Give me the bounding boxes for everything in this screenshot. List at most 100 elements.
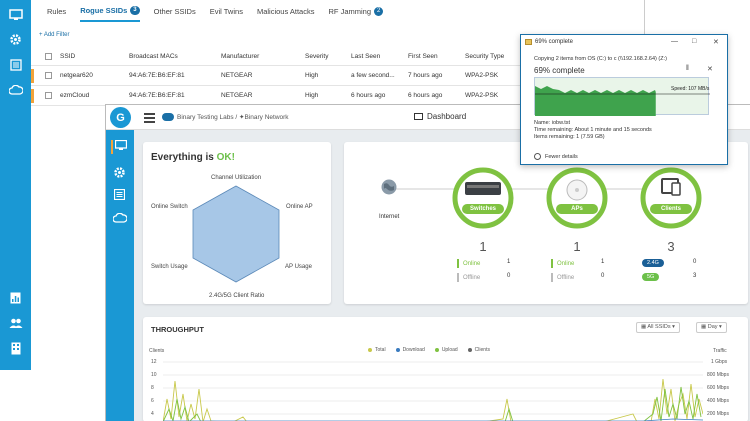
column-header[interactable]: Broadcast MACs [129, 53, 178, 60]
left-tick: 8 [151, 385, 154, 391]
minimize-button[interactable]: — [671, 38, 678, 45]
list-icon[interactable] [8, 57, 23, 72]
list-icon[interactable] [113, 188, 126, 202]
last-seen-cell: 6 hours ago [351, 92, 386, 99]
right-axis-title: Traffic [713, 348, 727, 354]
topology-card: Internet Switches APs Clients 1 1 3 Onli… [344, 142, 748, 304]
security-cell: WPA2-PSK [465, 72, 499, 79]
cloud-icon[interactable] [8, 82, 23, 97]
pause-button[interactable]: ‖ [686, 65, 689, 72]
breadcrumb[interactable]: Binary Testing Labs / ✦Binary Network [177, 114, 289, 121]
switches-label[interactable]: Switches [469, 206, 496, 212]
site-icon [162, 113, 174, 121]
aps-label[interactable]: APs [571, 206, 583, 212]
building-icon[interactable] [8, 341, 23, 356]
throughput-title: THROUGHPUT [151, 325, 204, 334]
count-badge: 3 [130, 5, 140, 15]
radar-axis-label: Online AP [286, 204, 313, 210]
aps-offline: Offline [551, 273, 574, 282]
tab-rf-jamming[interactable]: RF Jamming 2 [328, 0, 384, 22]
tab-rules[interactable]: Rules [47, 6, 67, 16]
network-status-card: Everything is OK! Channel Utilization On… [143, 142, 331, 304]
column-header[interactable]: Last Seen [351, 53, 381, 60]
monitor-icon[interactable] [8, 7, 23, 22]
total-series-line [163, 378, 703, 421]
row-checkbox[interactable] [45, 92, 52, 99]
column-header[interactable]: Security Type [465, 53, 505, 60]
table-header: SSID Broadcast MACs Manufacturer Severit… [31, 48, 521, 66]
switches-offline: Offline [457, 273, 480, 282]
dashboard-window: G Binary Testing Labs / ✦Binary Network … [105, 104, 750, 421]
rogue-ssid-table: SSID Broadcast MACs Manufacturer Severit… [31, 48, 521, 106]
manufacturer-cell: NETGEAR [221, 92, 253, 99]
column-header[interactable]: SSID [60, 53, 76, 60]
column-header[interactable]: Manufacturer [221, 53, 260, 60]
clients-5g-value: 3 [693, 273, 697, 279]
first-seen-cell: 6 hours ago [408, 92, 443, 99]
right-tick: 200 Mbps [707, 411, 729, 417]
switches-online: Online [457, 259, 480, 268]
transfer-speed: Speed: 107 MB/s [671, 86, 710, 92]
column-header[interactable]: Severity [305, 53, 329, 60]
tab-rogue-ssids[interactable]: Rogue SSIDs 3 [80, 0, 140, 22]
wips-tabs: Rules Rogue SSIDs 3 Other SSIDs Evil Twin… [31, 0, 644, 22]
copying-description: Copying 2 items from OS (C:) to c (\\192… [534, 56, 667, 62]
cancel-button[interactable]: ✕ [707, 66, 713, 73]
range-select[interactable]: ▦ Day ▾ [696, 322, 727, 333]
logo[interactable]: G [110, 107, 131, 128]
tab-other-ssids[interactable]: Other SSIDs [153, 6, 196, 16]
tab-malicious-attacks[interactable]: Malicious Attacks [256, 6, 315, 16]
clients-count: 3 [667, 239, 675, 254]
fewer-details-toggle[interactable]: Fewer details [534, 153, 578, 160]
clients-24g: 2.4G [642, 259, 664, 267]
ssid-cell: ezmCloud [60, 92, 90, 99]
file-name: Name: iobw.tst [534, 120, 571, 126]
left-tick: 12 [151, 359, 157, 365]
tab-evil-twins[interactable]: Evil Twins [209, 6, 243, 16]
clients-5g: 5G [642, 273, 660, 281]
right-tick: 400 Mbps [707, 398, 729, 404]
clients-24g-value: 0 [693, 259, 697, 265]
progress-fill [535, 84, 656, 116]
page-title: Dashboard [414, 112, 466, 121]
manufacturer-cell: NETGEAR [221, 72, 253, 79]
aps-offline-value: 0 [601, 273, 605, 279]
menu-icon[interactable] [144, 113, 155, 125]
table-row[interactable]: netgear620 94:A6:7E:B6:EF:81 NETGEAR Hig… [31, 66, 521, 86]
upload-series-line [163, 386, 702, 421]
percent-complete: 69% complete [534, 66, 585, 75]
right-tick: 1 Gbps [711, 359, 728, 365]
security-cell: WPA2-PSK [465, 92, 499, 99]
aps-online: Online [551, 259, 574, 268]
add-filter-link[interactable]: + Add Filter [39, 32, 70, 38]
monitor-icon[interactable] [111, 139, 128, 154]
severity-marker [31, 68, 34, 83]
row-checkbox[interactable] [45, 72, 52, 79]
report-icon[interactable] [8, 290, 23, 305]
throughput-chart [163, 361, 703, 421]
ssid-select[interactable]: ▦ All SSIDs ▾ [636, 322, 680, 333]
users-icon[interactable] [8, 316, 23, 331]
background-sidebar [0, 0, 31, 370]
close-button[interactable]: ✕ [713, 39, 719, 46]
column-header[interactable]: First Seen [408, 53, 438, 60]
severity-marker [31, 88, 34, 103]
switches-online-value: 1 [507, 259, 511, 265]
severity-cell: High [305, 72, 319, 79]
gear-icon[interactable] [113, 166, 126, 181]
dialog-title: 69% complete [535, 39, 574, 45]
monitor-icon [414, 113, 423, 120]
clients-label[interactable]: Clients [660, 206, 681, 212]
cloud-icon[interactable] [112, 212, 128, 225]
switches-offline-value: 0 [507, 273, 511, 279]
topology-links [394, 167, 702, 229]
health-radar-chart [192, 185, 280, 283]
select-all-checkbox[interactable] [45, 53, 52, 60]
status-headline: Everything is OK! [151, 152, 235, 163]
count-badge: 2 [374, 6, 384, 16]
globe-icon [381, 179, 397, 197]
table-row[interactable]: ezmCloud 94:A6:7E:B6:EF:81 NETGEAR High … [31, 86, 521, 106]
gear-icon[interactable] [8, 32, 23, 47]
maximize-button[interactable]: □ [692, 38, 697, 45]
radar-axis-label: Channel Utilization [211, 175, 262, 181]
